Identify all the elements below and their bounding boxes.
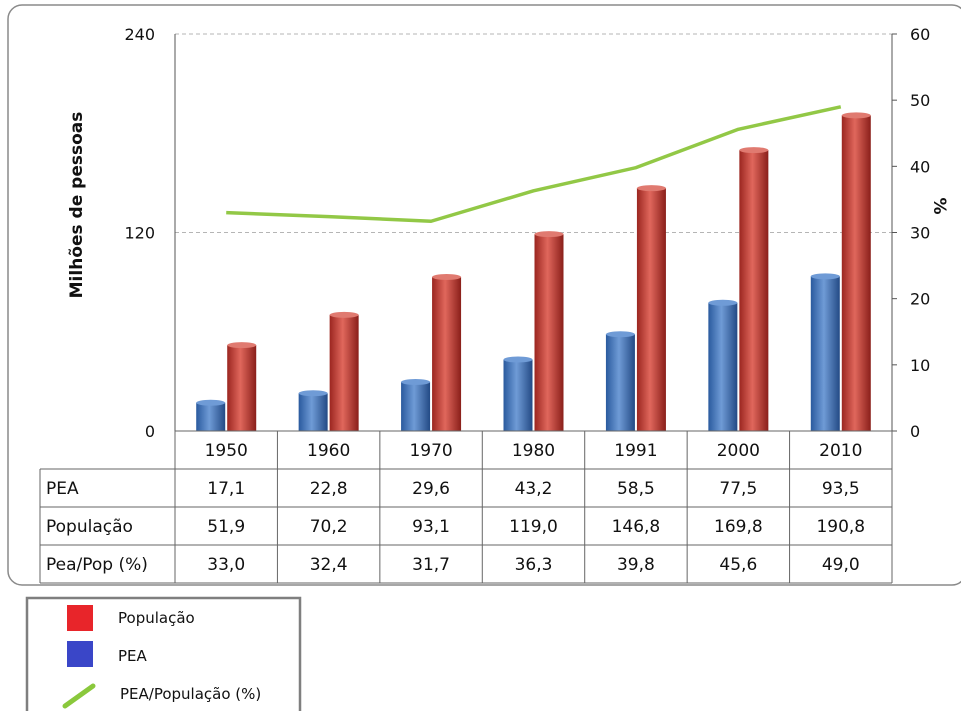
bar-pea-2000 (708, 302, 738, 431)
ratio-line (226, 105, 842, 224)
legend-swatch-populacao (67, 605, 93, 631)
legend-label-ratio: PEA/População (%) (120, 685, 261, 703)
legend-swatch-ratio (62, 683, 96, 709)
chart-frame (7, 4, 961, 586)
bar-populacao-1980 (534, 234, 564, 431)
table-cell: 93,5 (822, 479, 860, 499)
bar-populacao-1960 (329, 314, 359, 431)
table-cell: 190,8 (816, 517, 865, 537)
x-tick-label: 1960 (307, 441, 350, 461)
bar-top-pea-1960 (298, 390, 328, 397)
y-tick-label: 120 (124, 224, 155, 243)
bar-top-pea-2000 (708, 299, 738, 306)
legend-swatch-pea (67, 641, 93, 667)
legend-label-populacao: População (118, 609, 195, 627)
legend-label-pea: PEA (118, 647, 148, 665)
x-tick-label: 1950 (205, 441, 248, 461)
y2-tick-label: 50 (910, 91, 930, 110)
table-cell: 43,2 (515, 479, 553, 499)
data-table: 1950 1960 1970 1980 1991 2000 2010 PEA 17,1 22,8 2… (39, 430, 893, 584)
bar-top-populacao-2000 (739, 147, 769, 154)
table-cell: 77,5 (719, 479, 757, 499)
y2-axis-title: % (929, 197, 949, 214)
y2-tick-label: 60 (910, 25, 930, 44)
bar-top-populacao-1960 (329, 311, 359, 318)
x-tick-label: 2010 (819, 441, 862, 461)
y2-tick-label: 0 (910, 422, 920, 441)
table-cell: 33,0 (207, 555, 245, 575)
table-cell: 36,3 (515, 555, 553, 575)
table-cell: 169,8 (714, 517, 763, 537)
table-cell: 51,9 (207, 517, 245, 537)
bar-populacao-1991 (636, 188, 666, 431)
bar-populacao-2010 (841, 115, 871, 431)
bar-pea-1980 (503, 359, 533, 431)
bar-top-pea-1980 (503, 356, 533, 363)
bar-top-populacao-1991 (636, 185, 666, 192)
table-cell: 45,6 (719, 555, 757, 575)
line-pea-populacao (226, 105, 842, 224)
table-cell: 119,0 (509, 517, 558, 537)
table-cell: 58,5 (617, 479, 655, 499)
gridlines (175, 33, 892, 233)
table-row-label: PEA (46, 479, 79, 499)
y2-tick-label: 20 (910, 290, 930, 309)
x-tick-label: 1970 (409, 441, 452, 461)
bar-populacao-2000 (739, 150, 769, 431)
table-cell: 70,2 (310, 517, 348, 537)
bar-top-populacao-1970 (432, 273, 462, 280)
bar-pea-2010 (810, 276, 840, 431)
x-tick-label: 1991 (614, 441, 657, 461)
table-cell: 17,1 (207, 479, 245, 499)
table-cell: 49,0 (822, 555, 860, 575)
bar-top-pea-1991 (605, 331, 635, 338)
y2-tick-label: 30 (910, 224, 930, 243)
table-cell: 32,4 (310, 555, 348, 575)
x-tick-label: 2000 (717, 441, 760, 461)
bars (196, 112, 871, 431)
y-tick-label: 240 (124, 25, 155, 44)
axes: 0 120 240 0 10 20 30 40 50 60 (124, 25, 930, 441)
bar-populacao-1950 (227, 345, 257, 431)
table-cell: 146,8 (612, 517, 661, 537)
bar-top-populacao-1950 (227, 342, 257, 349)
bar-top-pea-2010 (810, 273, 840, 280)
y-axis-title: Milhões de pessoas (67, 112, 87, 299)
bar-populacao-1970 (432, 276, 462, 431)
y-tick-label: 0 (145, 422, 155, 441)
x-tick-label: 1980 (512, 441, 555, 461)
bar-pea-1991 (605, 334, 635, 431)
table-cell: 93,1 (412, 517, 450, 537)
table-cell: 31,7 (412, 555, 450, 575)
legend: População PEA PEA/População (%) (25, 596, 302, 711)
bar-pea-1950 (196, 402, 226, 431)
table-row-label: Pea/Pop (%) (46, 555, 148, 575)
bar-top-populacao-2010 (841, 112, 871, 119)
y2-tick-label: 40 (910, 157, 930, 176)
y2-tick-label: 10 (910, 356, 930, 375)
bar-top-pea-1950 (196, 399, 226, 406)
table-row-label: População (46, 517, 133, 537)
bar-top-pea-1970 (401, 379, 431, 386)
bar-pea-1960 (298, 393, 328, 431)
table-cell: 29,6 (412, 479, 450, 499)
table-cell: 22,8 (310, 479, 348, 499)
table-cell: 39,8 (617, 555, 655, 575)
bar-top-populacao-1980 (534, 231, 564, 238)
bar-pea-1970 (401, 382, 431, 431)
